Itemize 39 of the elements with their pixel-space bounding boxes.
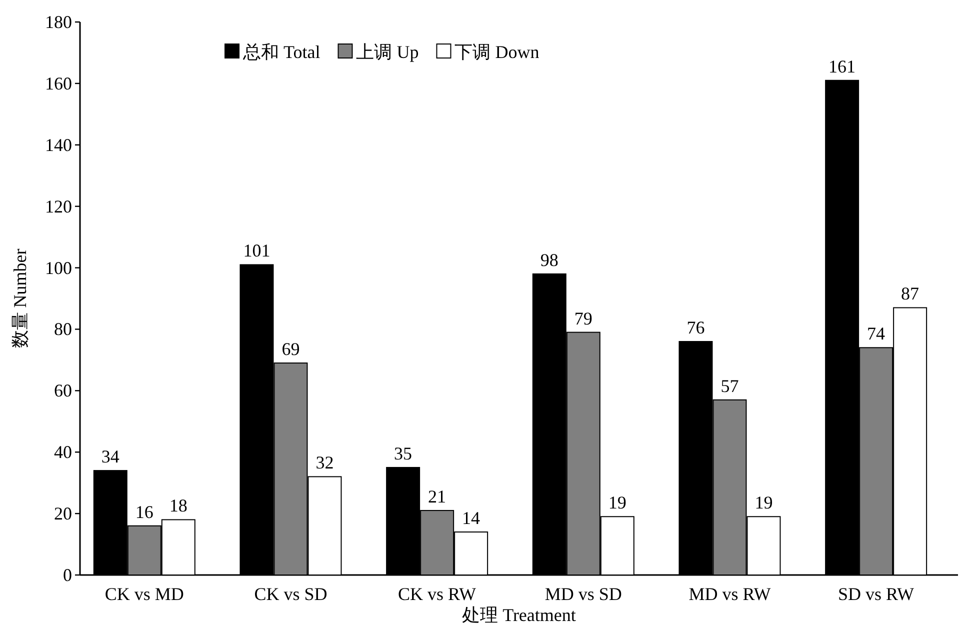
x-tick-label: CK vs RW <box>398 584 476 604</box>
data-label: 57 <box>720 376 739 396</box>
data-label: 32 <box>316 452 334 473</box>
y-tick-label: 160 <box>45 73 72 94</box>
y-tick-label: 20 <box>54 504 72 524</box>
data-label: 19 <box>754 492 773 513</box>
y-axis-title: 数量 Number <box>10 248 30 348</box>
y-tick-label: 40 <box>54 442 72 462</box>
y-tick-label: 0 <box>63 565 72 585</box>
y-tick-label: 100 <box>45 258 72 278</box>
x-tick-label: MD vs RW <box>688 584 771 604</box>
data-label: 87 <box>901 284 920 304</box>
data-label: 21 <box>428 486 446 506</box>
legend-label: 下调 Down <box>454 42 540 62</box>
data-label: 76 <box>686 318 705 338</box>
data-label: 98 <box>540 250 558 270</box>
y-tick-label: 80 <box>54 319 72 340</box>
x-axis-title: 处理 Treatment <box>462 605 576 625</box>
legend-label: 上调 Up <box>356 42 419 62</box>
x-tick-label: CK vs SD <box>254 584 328 604</box>
data-label: 16 <box>135 502 154 522</box>
x-tick-label: MD vs SD <box>544 584 622 604</box>
y-tick-label: 180 <box>45 12 72 32</box>
legend-label: 总和 Total <box>242 42 320 62</box>
data-label: 18 <box>169 496 188 516</box>
data-label: 34 <box>101 446 120 467</box>
data-label: 161 <box>828 56 856 76</box>
data-label: 79 <box>574 308 592 328</box>
data-label: 14 <box>462 508 480 528</box>
x-tick-label: CK vs MD <box>104 584 184 604</box>
x-tick-label: SD vs RW <box>838 584 914 604</box>
data-label: 69 <box>282 339 300 360</box>
y-tick-label: 140 <box>45 134 72 155</box>
data-label: 35 <box>394 443 412 464</box>
y-tick-label: 60 <box>54 380 72 401</box>
data-label: 19 <box>608 492 626 513</box>
data-label: 101 <box>243 240 270 261</box>
data-label: 74 <box>867 324 886 344</box>
y-tick-label: 120 <box>45 196 72 216</box>
